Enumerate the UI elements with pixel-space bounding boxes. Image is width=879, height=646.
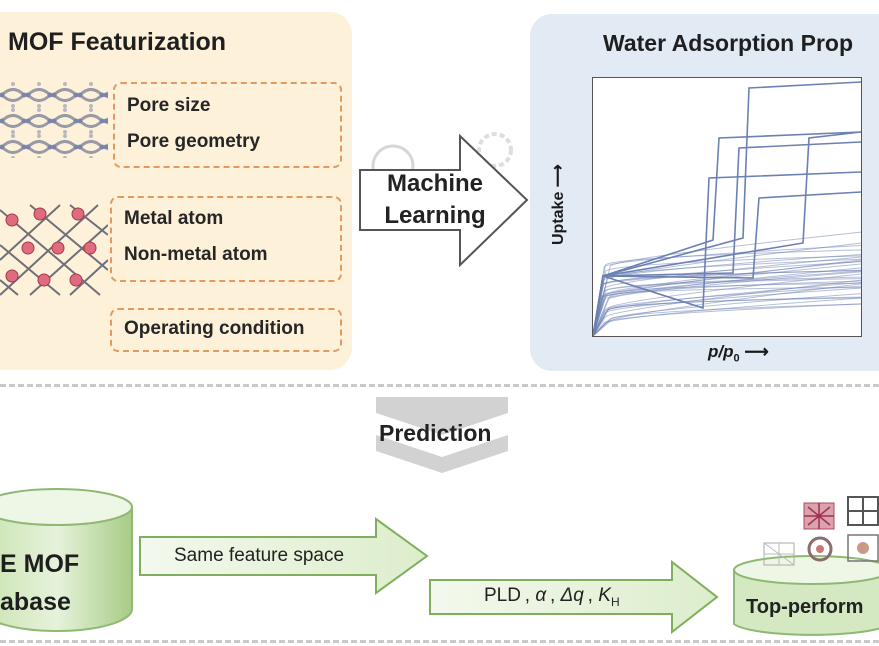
descriptor-pld: PLD , xyxy=(484,585,536,606)
isotherm-line xyxy=(593,269,861,336)
x-axis-arrow-icon: ⟶ xyxy=(744,342,769,361)
isotherm-line xyxy=(593,297,861,336)
y-axis-label: Uptake ⟶ xyxy=(548,164,568,245)
feature-space-label: Same feature space xyxy=(174,545,345,566)
descriptor-sep-1: , xyxy=(546,585,561,606)
machine-learning-arrow xyxy=(359,132,529,268)
condition-features-box xyxy=(110,308,342,352)
isotherm-line xyxy=(593,282,861,336)
x-axis-label-sub: 0 xyxy=(733,352,740,365)
ml-line-2: Learning xyxy=(384,202,486,229)
descriptor-arrow xyxy=(429,560,719,634)
descriptor-alpha: α xyxy=(535,585,547,606)
pore-features-box xyxy=(113,82,342,168)
top-mof-thumbnails xyxy=(763,496,879,566)
y-axis-label-text: Uptake xyxy=(550,191,567,245)
isotherm-line xyxy=(593,296,861,336)
isotherm-curves xyxy=(593,81,861,336)
database-label-line-2: abase xyxy=(0,588,71,616)
y-axis-arrow-icon: ⟶ xyxy=(550,164,567,188)
descriptor-delta-q: Δq xyxy=(560,585,584,606)
feature-pore-geometry: Pore geometry xyxy=(127,131,261,152)
isotherm-line xyxy=(593,263,861,336)
descriptor-label: PLD , α , Δq , KH xyxy=(484,585,620,609)
database-label-line-1: E MOF xyxy=(0,550,80,578)
isotherm-line xyxy=(593,270,861,336)
isotherm-plot xyxy=(592,77,862,337)
metal-node-structure-image xyxy=(0,204,108,296)
feature-operating-condition: Operating condition xyxy=(124,318,305,339)
x-axis-label-main: p/p xyxy=(708,342,734,361)
featurization-title: MOF Featurization xyxy=(8,28,227,56)
top-performers-cylinder xyxy=(733,555,879,636)
isotherm-line xyxy=(593,273,861,336)
prediction-chevron xyxy=(376,397,508,473)
isotherm-line xyxy=(593,280,861,336)
water-adsorption-title: Water Adsorption Prop xyxy=(603,30,854,56)
isotherm-line xyxy=(593,242,861,336)
top-performers-label: Top-perform xyxy=(746,596,864,618)
isotherm-line xyxy=(593,245,861,336)
descriptor-sep-2: , xyxy=(583,585,599,606)
descriptor-k-sub: H xyxy=(610,594,620,609)
section-divider-bottom xyxy=(0,640,879,643)
feature-metal-atom: Metal atom xyxy=(124,208,224,229)
x-axis-label: p/p0 ⟶ xyxy=(708,342,769,364)
atom-features-box xyxy=(110,196,342,282)
section-divider-top xyxy=(0,384,879,387)
isotherm-step-line xyxy=(593,191,861,336)
gear-icon xyxy=(477,132,513,168)
mof-database-cylinder xyxy=(0,488,133,632)
feature-non-metal-atom: Non-metal atom xyxy=(124,244,268,265)
isotherm-step-line xyxy=(593,171,861,336)
machine-learning-label: Machine Learning xyxy=(366,168,504,232)
ml-line-1: Machine xyxy=(386,170,484,197)
mof-thumbnail-4 xyxy=(807,536,833,562)
isotherm-line xyxy=(593,303,861,336)
mof-featurization-panel xyxy=(0,12,352,370)
prediction-label: Prediction xyxy=(379,420,492,446)
pore-structure-image xyxy=(0,82,108,158)
isotherm-line xyxy=(593,267,861,336)
feature-pore-size: Pore size xyxy=(127,95,211,116)
feature-space-arrow xyxy=(139,517,429,595)
descriptor-k: K xyxy=(598,585,611,606)
mof-thumbnail-5 xyxy=(847,534,879,562)
